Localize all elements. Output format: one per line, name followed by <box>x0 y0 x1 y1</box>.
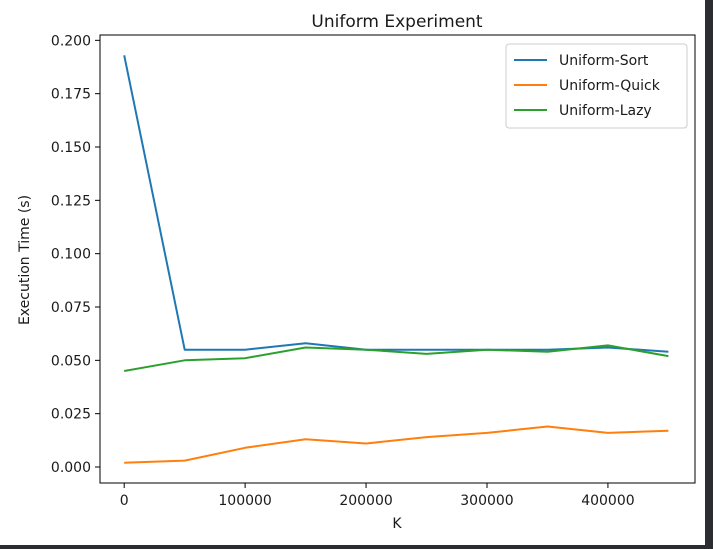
y-tick-label: 0.125 <box>51 193 91 209</box>
x-axis-label: K <box>392 516 402 532</box>
legend-label-uniform-lazy: Uniform-Lazy <box>559 103 652 119</box>
y-tick-label: 0.050 <box>51 353 91 369</box>
x-tick-label: 300000 <box>460 493 513 509</box>
legend: Uniform-Sort Uniform-Quick Uniform-Lazy <box>505 43 688 129</box>
y-tick-label: 0.100 <box>51 247 91 263</box>
series-line-uniform-quick <box>124 425 669 464</box>
x-tick-label: 200000 <box>339 493 392 509</box>
y-tick-label: 0.150 <box>51 140 91 156</box>
y-tick-label: 0.175 <box>51 87 91 103</box>
x-tick-label: 100000 <box>218 493 271 509</box>
y-tick-label: 0.025 <box>51 407 91 423</box>
x-tick-label: 400000 <box>581 493 634 509</box>
y-tick-label: 0.075 <box>51 300 91 316</box>
legend-box <box>505 43 688 129</box>
legend-label-uniform-quick: Uniform-Quick <box>559 78 661 94</box>
y-axis-label: Execution Time (s) <box>17 195 33 325</box>
legend-label-uniform-sort: Uniform-Sort <box>559 53 649 69</box>
x-tick-label: 0 <box>120 493 129 509</box>
y-tick-label: 0.200 <box>51 33 91 49</box>
y-tick-label: 0.000 <box>51 460 91 476</box>
chart-title: Uniform Experiment <box>311 12 483 32</box>
series-line-uniform-lazy <box>124 344 669 372</box>
